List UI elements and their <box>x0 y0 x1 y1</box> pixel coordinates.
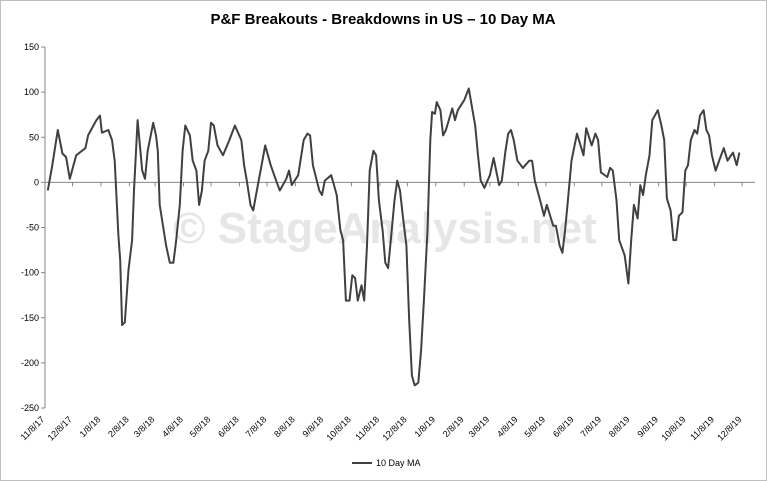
legend-label: 10 Day MA <box>376 458 421 468</box>
y-tick-label: -150 <box>21 313 39 323</box>
y-tick-label: 100 <box>24 87 39 97</box>
y-tick-label: -250 <box>21 403 39 413</box>
y-tick-label: -50 <box>26 223 39 233</box>
y-tick-label: 50 <box>29 132 39 142</box>
chart-title: P&F Breakouts - Breakdowns in US – 10 Da… <box>210 11 555 28</box>
y-tick-label: -100 <box>21 268 39 278</box>
y-tick-label: 0 <box>34 177 39 187</box>
line-series <box>46 87 741 387</box>
y-tick-label: 150 <box>24 42 39 52</box>
y-tick-label: -200 <box>21 358 39 368</box>
watermark: © StageAnalysis.net <box>173 204 597 253</box>
